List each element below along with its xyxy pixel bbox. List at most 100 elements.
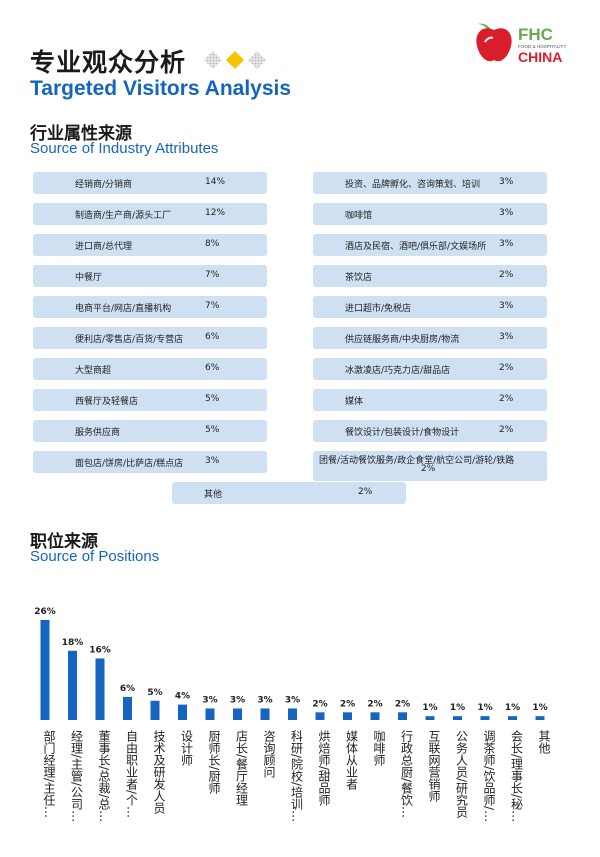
decorative-diamonds	[203, 50, 273, 74]
position-category-label: 部门经理/主任…	[42, 729, 56, 818]
svg-text:FHC: FHC	[518, 25, 553, 44]
attribute-item-left-9: 面包店/饼房/比萨店/糕点店 3%	[33, 451, 267, 473]
position-category-label: 互联网营销师	[427, 730, 441, 802]
position-bar	[398, 712, 407, 720]
position-category-label: 经理/主管/公司…	[70, 730, 84, 823]
attribute-label: 中餐厅	[75, 273, 103, 283]
attribute-label: 进口超市/免税店	[345, 304, 412, 314]
position-value-label: 2%	[367, 699, 382, 709]
position-category-label: 科研/院校/培训…	[290, 730, 304, 823]
attribute-percent: 6%	[205, 363, 220, 373]
attribute-label: 西餐厅及轻餐店	[75, 397, 139, 407]
attribute-item-right-9: 团餐/活动餐饮服务/政企食堂/航空公司/游轮/铁路 2%	[313, 451, 547, 481]
position-bar	[205, 708, 215, 720]
position-value-label: 3%	[257, 695, 272, 705]
position-bar	[233, 708, 242, 720]
attribute-percent: 3%	[205, 456, 220, 466]
attribute-label: 进口商/总代理	[75, 242, 133, 252]
attribute-label: 酒店及民宿、酒吧/俱乐部/文娱场所	[345, 242, 487, 252]
attribute-item-right-8: 餐饮设计/包装设计/食物设计 2%	[313, 420, 547, 442]
position-bar	[343, 712, 352, 720]
attribute-label: 冰激凌店/巧克力店/甜品店	[345, 366, 451, 376]
attribute-percent: 3%	[499, 177, 514, 187]
page-title-zh: 专业观众分析	[30, 48, 187, 77]
position-category-label: 公务人员/研究员	[455, 730, 469, 819]
position-value-label: 1%	[422, 703, 437, 713]
attribute-percent: 7%	[205, 270, 220, 280]
industry-section-title-zh: 行业属性来源	[30, 124, 132, 144]
position-category-label: 其他	[537, 730, 551, 754]
attribute-label: 其他	[204, 490, 223, 500]
attribute-item-left-4: 电商平台/网店/直播机构 7%	[33, 296, 267, 318]
attribute-label: 餐饮设计/包装设计/食物设计	[345, 428, 460, 438]
attribute-item-right-1: 咖啡馆 3%	[313, 203, 547, 225]
attribute-percent: 2%	[499, 270, 514, 280]
attribute-percent: 3%	[499, 239, 514, 249]
attribute-item-left-2: 进口商/总代理 8%	[33, 234, 267, 256]
attribute-percent: 3%	[499, 208, 514, 218]
attribute-percent: 2%	[499, 363, 514, 373]
position-value-label: 2%	[340, 699, 355, 709]
position-value-label: 1%	[505, 703, 520, 713]
position-value-label: 6%	[120, 684, 135, 694]
attribute-label: 茶饮店	[345, 273, 373, 283]
attribute-item-right-7: 媒体 2%	[313, 389, 547, 411]
position-value-label: 3%	[202, 695, 217, 705]
position-bar	[480, 716, 490, 720]
attribute-label: 制造商/生产商/源头工厂	[75, 211, 172, 221]
attribute-label: 便利店/零售店/百货/专营店	[75, 335, 184, 345]
position-value-label: 1%	[477, 703, 492, 713]
position-category-label: 行政总厨/餐饮…	[400, 730, 414, 818]
attribute-percent: 12%	[205, 208, 226, 218]
position-value-label: 3%	[285, 695, 300, 705]
position-bar	[315, 712, 325, 720]
position-value-label: 5%	[147, 688, 162, 698]
position-category-label: 自由职业者/个…	[125, 730, 139, 818]
attribute-label: 团餐/活动餐饮服务/政企食堂/航空公司/游轮/铁路	[319, 456, 515, 466]
position-category-label: 技术及研发人员	[152, 730, 166, 815]
positions-section-title-en: Source of Positions	[30, 548, 160, 565]
attribute-item-left-3: 中餐厅 7%	[33, 265, 267, 287]
positions-section-title-zh: 职位来源	[30, 532, 98, 552]
position-bar	[453, 716, 462, 720]
fhc-china-logo: FHC FOOD & HOSPITALITY CHINA	[474, 18, 584, 74]
attribute-percent: 7%	[205, 301, 220, 311]
position-value-label: 1%	[532, 703, 547, 713]
attribute-label: 大型商超	[75, 366, 112, 376]
attribute-percent: 14%	[205, 177, 226, 187]
position-bar	[260, 708, 270, 720]
svg-text:CHINA: CHINA	[518, 49, 562, 65]
positions-bar-chart: 26% 部门经理/主任… 18% 经理/主管/公司… 16% 董事长/总裁/总… 6% 自由职…	[34, 607, 551, 823]
position-category-label: 调茶师/饮品师/…	[482, 730, 496, 823]
attribute-item-right-0: 投资、品牌孵化、咨询策划、培训 3%	[313, 172, 547, 194]
position-bar	[535, 716, 545, 720]
attribute-label: 服务供应商	[75, 428, 121, 438]
industry-section-title-en: Source of Industry Attributes	[30, 140, 219, 157]
attribute-label: 供应链服务商/中央厨房/物流	[345, 335, 460, 345]
page-title-en: Targeted Visitors Analysis	[30, 77, 292, 100]
attribute-item-right-6: 冰激凌店/巧克力店/甜品店 2%	[313, 358, 547, 380]
position-value-label: 1%	[450, 703, 465, 713]
svg-text:FOOD & HOSPITALITY: FOOD & HOSPITALITY	[518, 44, 566, 49]
attribute-label: 经销商/分销商	[75, 180, 133, 190]
position-bar	[288, 708, 297, 720]
position-category-label: 烘焙师/甜品师	[317, 730, 331, 806]
attribute-item-left-8: 服务供应商 5%	[33, 420, 267, 442]
attribute-item-other: 其他 2%	[172, 482, 406, 504]
position-bar	[425, 716, 435, 720]
position-bar	[150, 700, 160, 720]
attribute-item-right-4: 进口超市/免税店 3%	[313, 296, 547, 318]
position-value-label: 2%	[395, 699, 410, 709]
attribute-percent: 3%	[499, 332, 514, 342]
attribute-label: 电商平台/网店/直播机构	[75, 304, 172, 314]
attribute-percent: 5%	[205, 394, 220, 404]
attribute-label: 面包店/饼房/比萨店/糕点店	[75, 459, 184, 469]
position-bar	[40, 620, 50, 720]
attribute-label: 咖啡馆	[345, 211, 373, 221]
position-category-label: 董事长/总裁/总…	[97, 730, 111, 823]
position-value-label: 18%	[62, 638, 84, 648]
attribute-item-left-0: 经销商/分销商 14%	[33, 172, 267, 194]
position-bar	[68, 650, 77, 720]
position-value-label: 26%	[34, 607, 56, 617]
position-value-label: 4%	[175, 692, 190, 702]
